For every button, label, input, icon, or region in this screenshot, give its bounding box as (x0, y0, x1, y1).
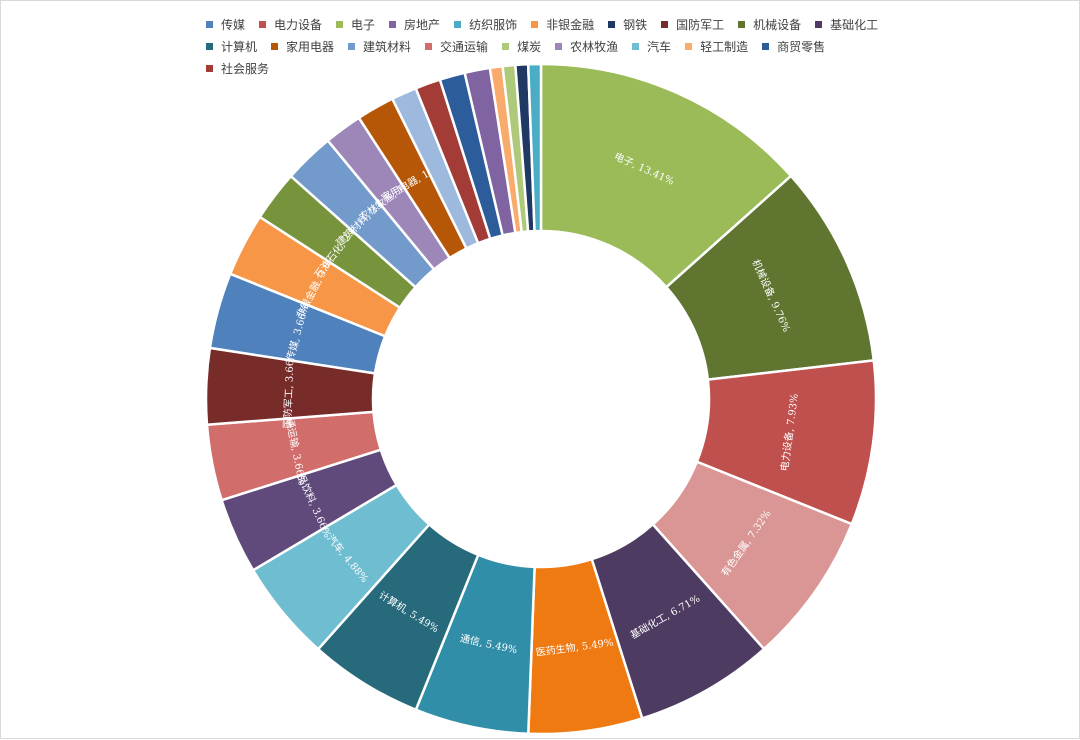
legend-swatch (454, 20, 462, 28)
legend-item: 农林牧渔 (555, 35, 618, 57)
legend-item: 传媒 (206, 13, 245, 35)
slice-data-label: 国防军工, 3.66% (281, 350, 297, 429)
legend-label: 交通运输 (440, 39, 489, 54)
legend-swatch (348, 42, 356, 50)
legend-item: 社会服务 (206, 57, 269, 79)
legend-label: 计算机 (221, 39, 258, 54)
legend-item: 交通运输 (425, 35, 488, 57)
legend-swatch (502, 42, 510, 50)
donut-slice (526, 62, 543, 233)
legend-swatch (632, 42, 640, 50)
legend-label: 商贸零售 (777, 39, 826, 54)
legend-label: 汽车 (647, 39, 672, 54)
legend-label: 房地产 (404, 17, 441, 32)
legend-label: 家用电器 (286, 39, 335, 54)
legend-swatch (555, 42, 563, 50)
legend-swatch (661, 20, 669, 28)
legend-label: 传媒 (221, 17, 246, 32)
legend-swatch (738, 20, 746, 28)
legend-swatch (271, 42, 279, 50)
legend-item: 电力设备 (259, 13, 322, 35)
legend-label: 煤炭 (517, 39, 542, 54)
legend-item: 商贸零售 (762, 35, 825, 57)
legend-swatch (336, 20, 344, 28)
legend-label: 电子 (351, 17, 376, 32)
legend-label: 建筑材料 (363, 39, 412, 54)
legend-swatch (389, 20, 397, 28)
legend-item: 计算机 (206, 35, 257, 57)
legend-label: 基础化工 (830, 17, 879, 32)
legend-label: 轻工制造 (700, 39, 749, 54)
legend-swatch (531, 20, 539, 28)
legend-item: 建筑材料 (348, 35, 411, 57)
legend-label: 电力设备 (274, 17, 323, 32)
legend-item: 纺织服饰 (454, 13, 517, 35)
legend-swatch (206, 64, 213, 72)
legend-swatch (206, 20, 213, 28)
legend-swatch (762, 42, 770, 50)
legend-label: 农林牧渔 (570, 39, 619, 54)
legend-label: 国防军工 (676, 17, 725, 32)
legend-swatch (685, 42, 693, 50)
chart-legend: 传媒 电力设备 电子 房地产 纺织服饰 非银金融 钢铁 国防军工 机械设备 基础化工计算机 家用电器… (206, 13, 896, 79)
legend-label: 纺织服饰 (469, 17, 518, 32)
legend-item: 轻工制造 (685, 35, 748, 57)
legend-swatch (815, 20, 823, 28)
legend-label: 钢铁 (623, 17, 648, 32)
legend-swatch (608, 20, 616, 28)
legend-swatch (206, 42, 213, 50)
legend-item: 国防军工 (661, 13, 724, 35)
legend-item: 基础化工 (815, 13, 878, 35)
legend-label: 非银金融 (546, 17, 595, 32)
legend-item: 汽车 (632, 35, 671, 57)
legend-swatch (259, 20, 267, 28)
legend-label: 社会服务 (221, 61, 270, 76)
legend-swatch (425, 42, 433, 50)
legend-item: 非银金融 (531, 13, 594, 35)
legend-item: 机械设备 (738, 13, 801, 35)
legend-label: 机械设备 (753, 17, 802, 32)
legend-item: 房地产 (389, 13, 440, 35)
legend-item: 电子 (336, 13, 375, 35)
legend-item: 煤炭 (502, 35, 541, 57)
legend-item: 家用电器 (271, 35, 334, 57)
legend-item: 钢铁 (608, 13, 647, 35)
